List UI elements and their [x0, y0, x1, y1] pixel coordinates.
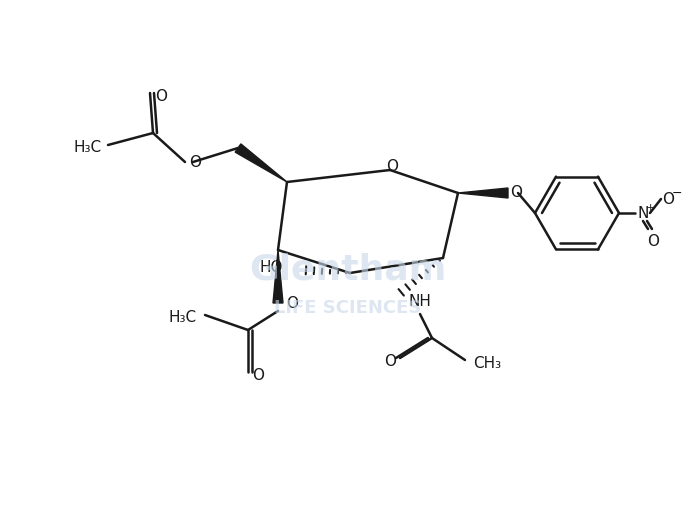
- Text: O: O: [252, 369, 264, 384]
- Polygon shape: [458, 188, 508, 198]
- Text: O: O: [662, 191, 674, 206]
- Text: O: O: [189, 154, 201, 170]
- Text: −: −: [672, 187, 682, 200]
- Text: +: +: [645, 203, 655, 213]
- Text: O: O: [384, 354, 396, 369]
- Text: O: O: [386, 159, 398, 174]
- Text: HO: HO: [260, 261, 283, 276]
- Text: O: O: [155, 88, 167, 103]
- Text: O: O: [286, 295, 298, 310]
- Polygon shape: [235, 144, 287, 182]
- Text: NH: NH: [408, 294, 431, 309]
- Text: H₃C: H₃C: [74, 139, 102, 154]
- Text: LIFE SCIENCES: LIFE SCIENCES: [274, 299, 422, 317]
- Text: CH₃: CH₃: [473, 356, 501, 370]
- Text: O: O: [510, 185, 522, 200]
- Text: Glentham: Glentham: [249, 253, 447, 287]
- Text: H₃C: H₃C: [169, 309, 197, 324]
- Polygon shape: [273, 250, 283, 303]
- Text: N: N: [638, 205, 649, 220]
- Text: O: O: [647, 233, 659, 249]
